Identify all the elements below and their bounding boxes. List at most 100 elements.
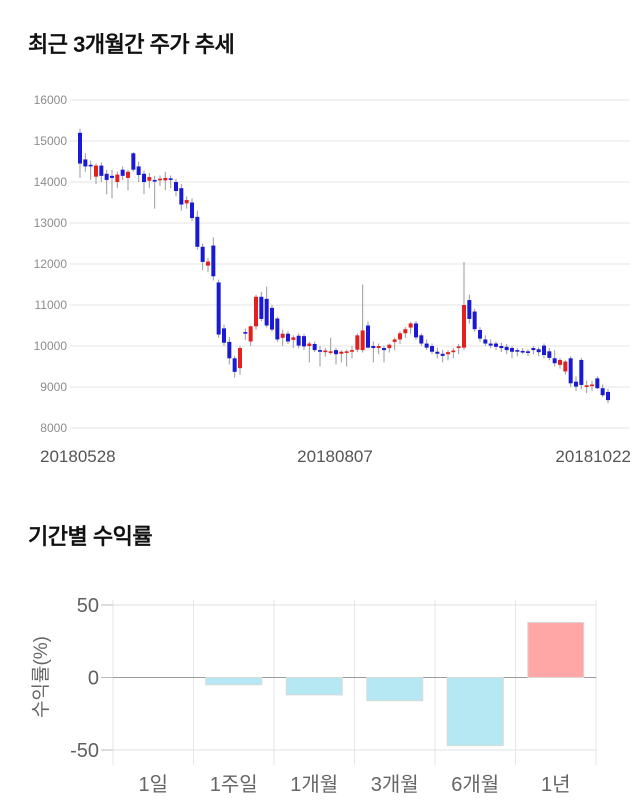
candle-body bbox=[499, 346, 504, 349]
price-y-tick-label: 13000 bbox=[34, 216, 68, 230]
candle-body bbox=[280, 333, 285, 338]
candle-body bbox=[238, 348, 242, 369]
price-y-tick-label: 10000 bbox=[34, 339, 68, 353]
candle-body bbox=[568, 358, 573, 384]
returns-y-tick-label: 0 bbox=[88, 668, 99, 690]
price-x-label: 20181022 bbox=[555, 447, 631, 466]
returns-category-label: 6개월 bbox=[451, 773, 499, 796]
candle-body bbox=[243, 332, 248, 334]
candle-body bbox=[184, 200, 189, 204]
candle-body bbox=[323, 350, 328, 353]
candle-body bbox=[142, 173, 146, 182]
candle-body bbox=[254, 296, 258, 327]
candle-body bbox=[520, 350, 525, 353]
candle-body bbox=[152, 179, 157, 182]
candle-body bbox=[307, 343, 312, 346]
candle-body bbox=[312, 343, 317, 351]
candle-body bbox=[344, 351, 349, 353]
price-x-label: 20180807 bbox=[297, 447, 373, 466]
candle-body bbox=[600, 388, 605, 396]
candle-body bbox=[483, 339, 488, 344]
candle-body bbox=[558, 359, 562, 365]
candle-body bbox=[115, 174, 120, 182]
returns-bar-3 bbox=[366, 677, 424, 702]
candle-body bbox=[552, 358, 557, 364]
candle-body bbox=[110, 175, 114, 178]
price-y-tick-label: 14000 bbox=[34, 175, 68, 189]
candle-body bbox=[318, 350, 322, 352]
candle-body bbox=[131, 153, 136, 170]
candle-body bbox=[78, 132, 82, 164]
returns-y-axis-label: 수익률(%) bbox=[30, 636, 52, 718]
candle-body bbox=[510, 348, 514, 352]
price-chart-title: 최근 3개월간 주가 추세 bbox=[28, 32, 235, 57]
returns-category-label: 1주일 bbox=[210, 773, 258, 796]
candle-body bbox=[435, 351, 440, 354]
candle-body bbox=[446, 352, 450, 355]
candle-body bbox=[414, 323, 418, 338]
candle-body bbox=[504, 346, 509, 351]
candle-body bbox=[179, 188, 184, 205]
returns-y-tick-label: -50 bbox=[70, 740, 99, 762]
returns-category-label: 1일 bbox=[138, 773, 168, 796]
candle-body bbox=[382, 348, 386, 351]
candle-body bbox=[334, 350, 338, 355]
candle-body bbox=[419, 335, 424, 344]
price-y-tick-label: 12000 bbox=[34, 257, 68, 271]
candle-body bbox=[147, 177, 152, 181]
candle-body bbox=[360, 330, 365, 351]
candle-body bbox=[339, 351, 344, 354]
candle-body bbox=[222, 328, 226, 343]
candle-body bbox=[211, 245, 216, 277]
candle-body bbox=[158, 178, 162, 181]
returns-category-label: 1년 bbox=[541, 773, 571, 796]
candle-body bbox=[440, 353, 445, 356]
candle-body bbox=[531, 348, 536, 351]
price-y-tick-label: 8000 bbox=[40, 421, 67, 435]
returns-category-label: 3개월 bbox=[371, 773, 419, 796]
candle-body bbox=[94, 165, 98, 177]
returns-y-tick-label: 50 bbox=[77, 595, 99, 617]
candle-body bbox=[563, 361, 568, 372]
returns-bar-1 bbox=[205, 677, 263, 686]
price-x-label: 20180528 bbox=[40, 447, 116, 466]
candle-body bbox=[536, 349, 541, 353]
candle-body bbox=[478, 330, 482, 339]
candle-body bbox=[104, 173, 109, 180]
returns-bar-4 bbox=[446, 677, 504, 747]
candle-body bbox=[595, 378, 600, 389]
candle-body bbox=[430, 346, 434, 352]
candle-body bbox=[424, 343, 429, 348]
price-y-tick-label: 9000 bbox=[40, 380, 67, 394]
returns-bar-chart: 50 0 -50 수익률(%) 1일 1주일 1개월 3개월 6개월 1년 bbox=[30, 595, 597, 796]
candle-body bbox=[296, 335, 301, 346]
candle-body bbox=[248, 326, 253, 342]
candle-body bbox=[350, 350, 354, 352]
candle-body bbox=[286, 333, 290, 342]
candle-body bbox=[371, 346, 376, 349]
candle-body bbox=[376, 346, 381, 349]
candle-body bbox=[275, 318, 280, 340]
candle-body bbox=[328, 351, 333, 353]
candle-body bbox=[574, 381, 578, 387]
candle-body bbox=[467, 300, 472, 319]
candle-body bbox=[398, 333, 402, 340]
candle-body bbox=[270, 307, 274, 330]
candle-body bbox=[403, 329, 408, 334]
candle-body bbox=[227, 341, 232, 359]
candle-body bbox=[456, 346, 461, 349]
candle-body bbox=[526, 351, 530, 353]
price-y-tick-label: 11000 bbox=[35, 298, 68, 312]
candle-body bbox=[515, 350, 520, 352]
candle-body bbox=[136, 166, 141, 176]
candle-body bbox=[302, 336, 306, 347]
candle-body bbox=[291, 337, 296, 340]
returns-bar-2 bbox=[285, 677, 343, 696]
candle-body bbox=[264, 298, 269, 326]
candle-body bbox=[494, 343, 498, 347]
candle-body bbox=[542, 345, 546, 356]
candle-body bbox=[99, 165, 104, 176]
candle-body bbox=[472, 311, 477, 330]
candle-body bbox=[488, 343, 493, 346]
candle-body bbox=[216, 282, 221, 335]
